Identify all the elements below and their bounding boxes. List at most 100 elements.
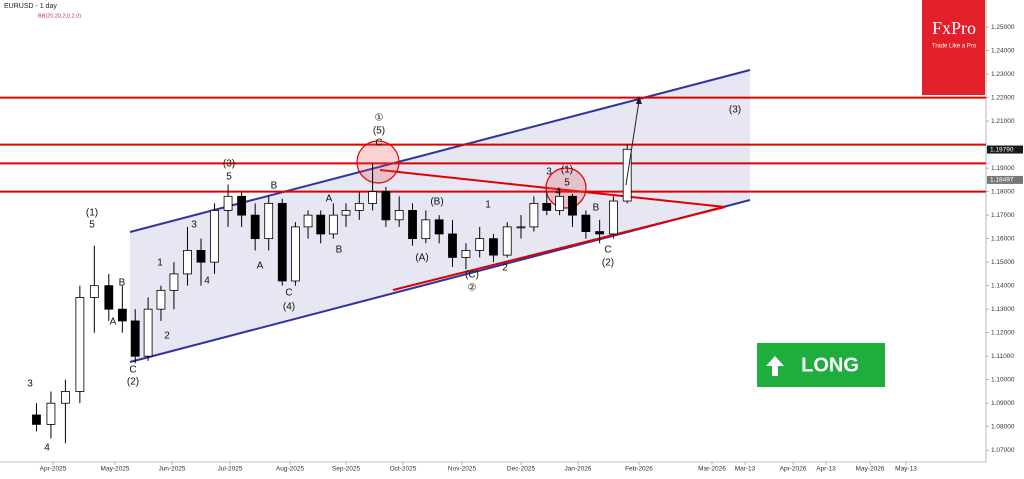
candle-body <box>529 202 539 228</box>
candle-body <box>421 219 431 240</box>
candle-body <box>210 210 219 263</box>
y-tick-label: 1.15000 <box>991 259 1015 266</box>
candle-body <box>394 210 404 221</box>
y-tick-label: 1.07000 <box>991 447 1015 454</box>
candle-body <box>264 202 274 240</box>
arrow-head <box>636 96 642 104</box>
wave-label: C <box>129 365 136 376</box>
x-tick-label: Jul-2025 <box>218 466 243 473</box>
indicator-label: BB(20,20,2,0,2,0) <box>38 13 81 19</box>
candle-body <box>368 191 378 204</box>
wave-label: 3 <box>191 220 197 231</box>
wave-label: 3 <box>27 379 33 390</box>
y-tick-label: 1.10000 <box>991 376 1015 383</box>
highlight-circle <box>356 140 400 184</box>
wave-label: 3 <box>546 167 552 178</box>
y-tick-label: 1.17000 <box>991 212 1015 219</box>
candle-body <box>156 289 166 310</box>
wave-label: (2) <box>127 377 139 388</box>
candle-body <box>489 238 498 256</box>
chart-title: EURUSD - 1 day <box>4 3 57 10</box>
candle-body <box>568 195 577 216</box>
logo-brand: FxPro <box>932 18 976 38</box>
x-tick-label: Mar-2026 <box>698 466 726 473</box>
price-label-box <box>987 145 1023 154</box>
wave-label: (B) <box>430 197 443 208</box>
wave-label: C <box>604 245 611 256</box>
candle-body <box>169 273 179 291</box>
logo-tagline: Trade Like a Pro <box>932 44 977 50</box>
price-axis <box>986 0 1024 474</box>
signal-label: LONG <box>801 354 859 376</box>
wave-label: B <box>336 245 343 256</box>
candle-body <box>223 195 233 211</box>
wave-label: 4 <box>204 276 210 287</box>
x-tick-label: Jan-2026 <box>564 466 591 473</box>
y-tick-label: 1.24000 <box>991 47 1015 54</box>
x-tick-label: Jun-2025 <box>158 466 185 473</box>
channel-fill <box>130 70 750 362</box>
wave-label: ① <box>375 113 384 124</box>
triangle-upper <box>379 169 726 208</box>
candle-body <box>461 249 471 258</box>
y-tick-label: 1.23000 <box>991 71 1015 78</box>
wave-label: (5) <box>373 126 385 137</box>
x-tick-label: Nov-2025 <box>448 466 477 473</box>
wave-label: (A) <box>415 253 428 264</box>
wave-label: (C) <box>465 270 479 281</box>
wave-label: 4 <box>44 443 50 454</box>
wave-label: (3) <box>223 159 235 170</box>
x-tick-label: May-2026 <box>856 466 885 473</box>
candle-body <box>303 214 313 228</box>
price-label: 1.18497 <box>990 177 1014 184</box>
x-tick-label: Apr-2025 <box>40 466 67 473</box>
candle-body <box>609 200 618 235</box>
wave-label: 4 <box>555 187 561 198</box>
candle-body <box>354 202 364 211</box>
y-tick-label: 1.13000 <box>991 306 1015 313</box>
wave-label: B <box>119 278 126 289</box>
wave-label: 5 <box>564 178 570 189</box>
candle-body <box>475 238 485 251</box>
y-tick-label: 1.11000 <box>991 353 1014 360</box>
candle-body <box>250 214 260 240</box>
wave-label: (3) <box>729 105 741 116</box>
wave-label: 1 <box>485 200 491 211</box>
wave-label: 2 <box>164 331 170 342</box>
candle-body <box>516 226 526 229</box>
candle-body <box>381 191 391 221</box>
x-tick-label: Mar-13 <box>735 466 756 473</box>
candle-body <box>316 214 326 235</box>
wave-label: C <box>285 288 292 299</box>
wave-label: B <box>271 181 278 192</box>
wave-label: A <box>110 317 117 328</box>
x-tick-label: May-2025 <box>101 466 130 473</box>
x-tick-label: Feb-2026 <box>625 466 653 473</box>
y-tick-label: 1.09000 <box>991 400 1015 407</box>
candle-body <box>328 214 338 235</box>
wave-label: ② <box>468 283 477 294</box>
y-tick-label: 1.21000 <box>991 118 1015 125</box>
candle-body <box>46 402 56 425</box>
wave-label: 5 <box>226 172 232 183</box>
wave-label: (2) <box>602 258 614 269</box>
candle-body <box>542 202 552 211</box>
wave-label: 2 <box>502 263 508 274</box>
x-tick-label: Apr-13 <box>816 466 836 473</box>
y-tick-label: 1.25000 <box>991 24 1015 31</box>
y-tick-label: 1.14000 <box>991 282 1015 289</box>
candle-body <box>32 414 41 425</box>
x-tick-label: Dec-2025 <box>507 466 536 473</box>
candle-body <box>104 285 114 310</box>
candle-body <box>448 233 457 258</box>
logo-box <box>922 0 985 95</box>
candle-body <box>196 249 206 263</box>
candle-body <box>89 285 99 298</box>
wave-label: B <box>593 203 600 214</box>
candle-body <box>581 214 591 232</box>
candle-body <box>61 391 70 404</box>
candle-body <box>408 210 417 240</box>
wave-label: (1) <box>561 165 573 176</box>
y-tick-label: 1.22000 <box>991 94 1015 101</box>
